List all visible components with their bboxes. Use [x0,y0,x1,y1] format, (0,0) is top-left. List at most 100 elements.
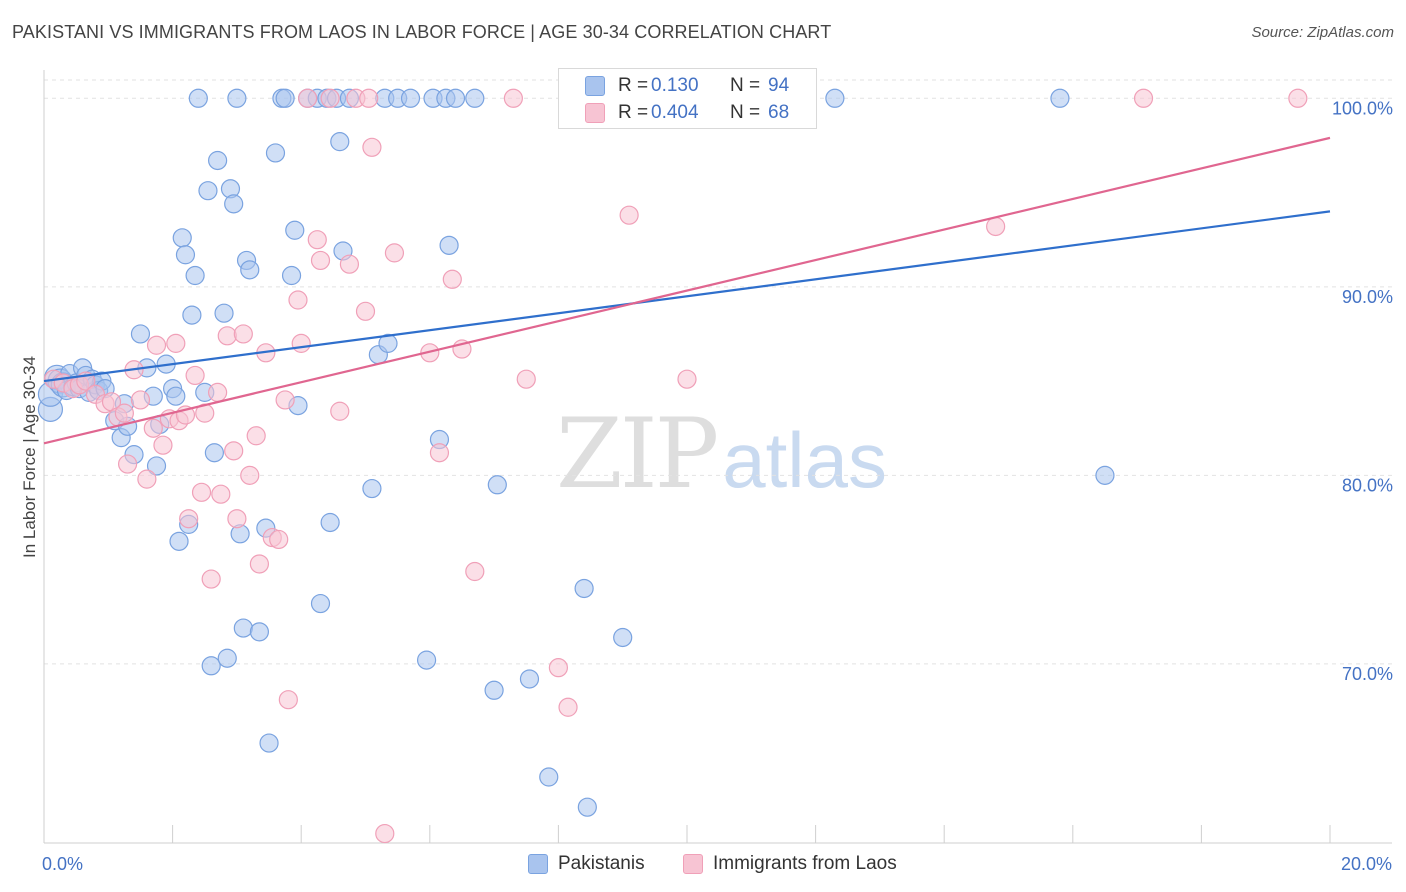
laos-point [465,561,485,582]
pakistanis-point [320,512,340,533]
pakistanis-point [574,578,594,599]
n-value: 68 [768,102,790,123]
laos-point [275,390,295,410]
pakistanis-point [487,475,507,495]
laos-point [320,88,340,108]
pakistanis-point [825,88,845,108]
axis-layer [43,70,1392,844]
series-legend: Pakistanis Immigrants from Laos [0,851,1406,879]
laos-point [677,369,697,389]
legend-item-pakistanis[interactable]: Pakistanis [528,851,645,877]
stats-legend: R = 0.130 N = 94 R = 0.404 N = 68 [558,68,817,129]
laos-point [429,443,450,463]
pakistanis-point [214,303,234,323]
pakistanis-point [201,656,221,676]
pakistanis-point [539,767,559,787]
laos-point [269,529,289,550]
pakistanis-point [310,593,331,614]
legend-swatch-pakistanis [528,854,548,874]
laos-point [310,250,331,271]
laos-point [362,137,382,157]
stats-legend-row-pakistanis: R = 0.130 N = 94 [559,73,816,99]
pakistanis-point [275,88,295,108]
pakistanis-point [249,622,270,642]
laos-point [137,469,157,489]
x-tick-label: 20.0% [1341,854,1392,874]
laos-point [330,401,350,421]
pakistanis-point [1050,88,1070,108]
laos-point [179,509,199,529]
laos-point [288,290,308,310]
laos-point [619,205,639,225]
pakistanis-point [445,88,466,108]
laos-point [291,333,311,353]
laos-point [548,658,569,678]
legend-label-laos: Immigrants from Laos [713,853,897,874]
laos-point [355,301,376,321]
pakistanis-point [378,333,398,353]
laos-point [298,88,318,108]
legend-swatch-pakistanis [585,76,605,96]
laos-point [240,465,260,485]
laos-point [191,482,212,502]
laos-point [153,435,173,455]
pakistanis-point [416,650,437,670]
pakistanis-point [172,228,192,248]
laos-point [166,333,186,353]
pakistanis-point [208,150,228,171]
laos-point [558,697,578,717]
laos-point [359,88,379,108]
pakistanis-point [362,478,382,499]
pakistanis-trend-line [43,210,1331,383]
legend-item-laos[interactable]: Immigrants from Laos [683,851,897,877]
pakistanis-point [169,531,189,551]
pakistanis-point [130,324,151,344]
pakistanis-point [224,194,244,214]
pakistanis-point [439,235,459,255]
pakistanis-point [577,797,597,817]
n-label: N = [730,75,761,96]
laos-point [278,690,298,710]
y-tick-label: 70.0% [1342,664,1393,684]
pakistanis-point [175,245,196,265]
series-laos [44,88,1308,844]
laos-point [986,216,1006,237]
laos-trend-line [43,136,1331,445]
laos-point [375,823,395,844]
pakistanis-point [265,143,286,163]
laos-point [201,569,221,589]
pakistanis-point [146,456,167,476]
laos-point [307,230,327,250]
y-axis-title: In Labor Force | Age 30-34 [20,356,39,558]
n-value: 94 [768,75,790,96]
pakistanis-point [185,265,205,286]
r-value: 0.404 [651,102,699,123]
laos-point [227,509,247,529]
laos-point [246,426,266,446]
pakistanis-point [198,181,218,201]
pakistanis-point [227,88,247,108]
laos-point [185,365,205,386]
trend-layer [43,136,1331,445]
laos-point [249,554,270,574]
stats-legend-row-laos: R = 0.404 N = 68 [559,100,816,126]
pakistanis-point [204,443,224,463]
n-label: N = [730,102,761,123]
chart-title: PAKISTANI VS IMMIGRANTS FROM LAOS IN LAB… [12,22,832,42]
laos-point [503,88,523,108]
laos-point [233,324,253,344]
laos-point [130,390,151,410]
pakistanis-point [259,733,279,753]
pakistanis-point [484,680,504,700]
pakistanis-point [233,618,253,638]
legend-swatch-laos [585,103,605,123]
laos-point [211,484,231,504]
legend-label-pakistanis: Pakistanis [558,853,645,874]
pakistanis-point [240,260,260,280]
laos-point [442,269,462,289]
pakistanis-point [166,386,186,406]
y-tick-label: 80.0% [1342,475,1393,495]
x-tick-label: 0.0% [42,854,83,874]
pakistanis-point [330,132,350,152]
